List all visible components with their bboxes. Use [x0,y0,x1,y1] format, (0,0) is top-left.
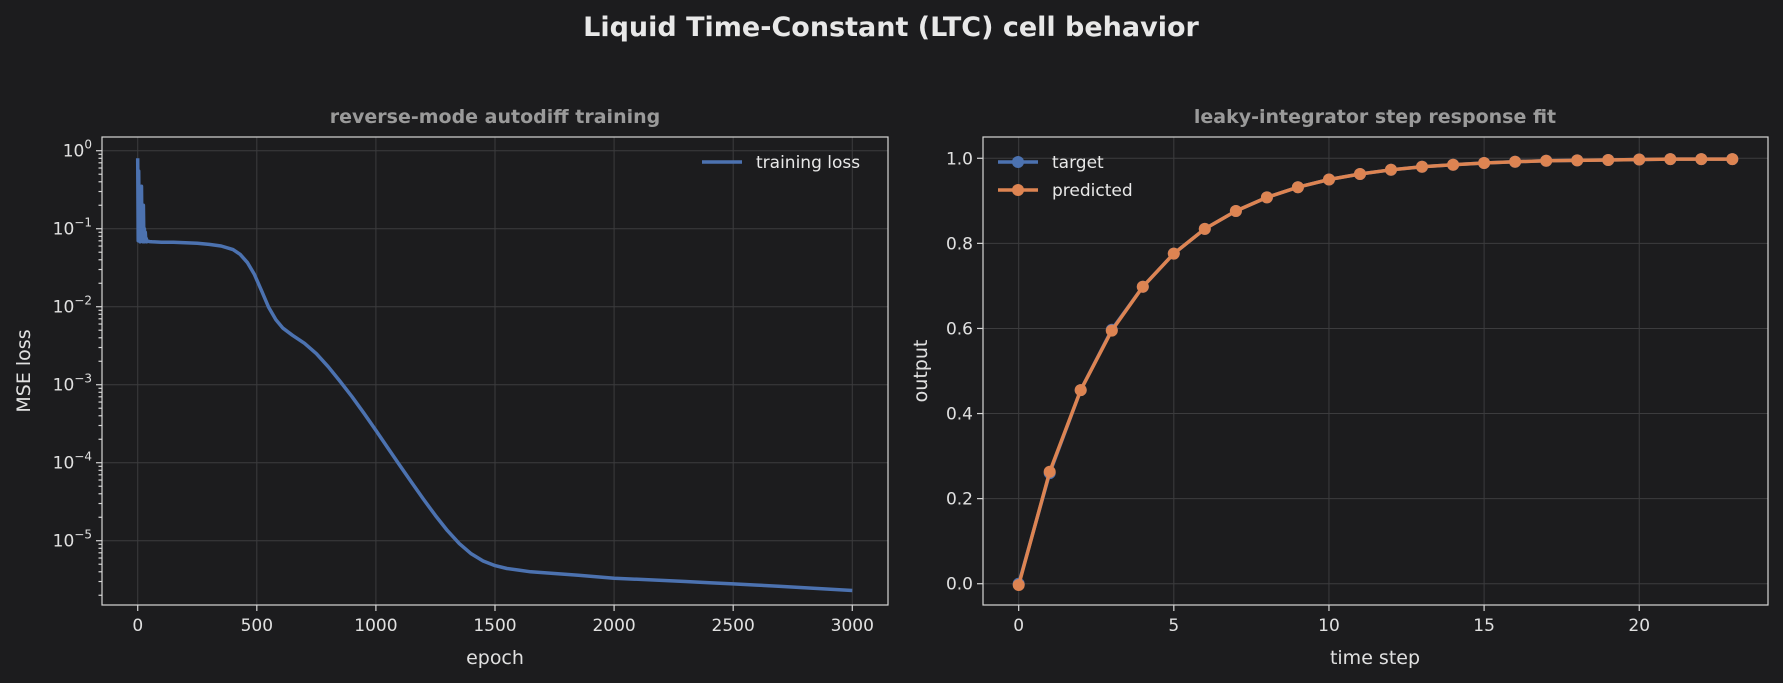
step-chart-xtick-label: 10 [1318,616,1340,636]
loss-chart-ytick-label: 10−2 [53,294,92,318]
loss-chart-xtick-label: 1500 [473,616,516,636]
legend-label-target: target [1052,153,1104,173]
data-point-predicted [1198,222,1211,235]
data-point-predicted [1229,205,1242,217]
step-chart-xtick-label: 5 [1168,616,1179,636]
loss-chart-xtick-label: 2500 [712,616,755,636]
loss-chart-xlabel: epoch [466,647,524,669]
step-response-chart-xlabel: time step [1330,647,1420,669]
step-chart-ytick-label: 0.6 [946,319,973,339]
loss-chart-legend: training loss [702,153,860,173]
step-chart-xtick-label: 15 [1473,616,1495,636]
step-response-chart-grid [983,137,1768,605]
data-point-predicted [1695,153,1708,166]
data-point-predicted [1509,155,1522,168]
loss-chart-ticks: 0 500 1000 1500 2000 2500 3000 10−5 10−4 10−3 10−2… [53,138,874,636]
step-response-chart-frame [982,136,1769,606]
data-point-predicted [1664,153,1677,166]
data-point-predicted [1354,168,1366,180]
loss-chart-ylabel: MSE loss [13,329,35,412]
step-chart-xtick-label: 20 [1628,616,1650,636]
step-response-chart-legend: target predicted [998,153,1133,201]
step-chart-ytick-label: 1.0 [946,149,973,169]
data-point-predicted [1105,324,1118,337]
loss-chart-series [135,158,853,593]
step-response-chart-ylabel: output [910,340,932,403]
data-point-predicted [1074,384,1087,397]
loss-chart-xtick-label: 500 [241,616,273,636]
data-point-predicted [1385,163,1397,176]
data-point-predicted [1136,280,1149,293]
step-response-chart-ticks: 0 5 10 15 20 0.0 0.2 0.4 0.6 0.8 1.0 [946,149,1650,636]
data-point-predicted [1260,191,1273,204]
loss-chart-ytick-label: 10−5 [53,528,92,552]
data-point-predicted [1602,154,1615,166]
step-response-chart-series [1012,153,1739,591]
legend-marker-predicted [1012,184,1024,196]
step-chart-xtick-label: 0 [1013,616,1024,636]
legend-label-training-loss: training loss [756,153,860,173]
step-chart-ytick-label: 0.2 [946,490,973,510]
data-point-predicted [1043,465,1056,478]
step-response-chart: leaky-integrator step response fit 0 5 10 1… [910,106,1769,669]
data-point-predicted [1571,154,1584,167]
step-response-chart-title: leaky-integrator step response fit [1194,106,1556,128]
legend-marker-target [1012,156,1024,168]
step-chart-ytick-label: 0.8 [946,234,973,254]
data-point-predicted [1416,160,1428,173]
data-point-predicted [1726,153,1739,166]
loss-chart-xtick-label: 1000 [354,616,397,636]
loss-chart-title: reverse-mode autodiff training [330,106,661,128]
data-point-predicted [1323,173,1335,186]
loss-chart-ytick-label: 10−3 [53,372,92,396]
loss-chart-xtick-label: 3000 [831,616,874,636]
data-point-predicted [1478,157,1491,169]
loss-chart: reverse-mode autodiff training 0 500 1000 1… [13,106,889,669]
loss-chart-xtick-label: 2000 [592,616,635,636]
data-point-predicted [1633,153,1646,166]
step-chart-ytick-label: 0.0 [946,575,973,595]
data-point-predicted [1447,158,1460,171]
data-point-predicted [1012,579,1025,591]
loss-chart-frame [101,136,889,606]
loss-chart-ytick-label: 100 [63,138,92,162]
loss-chart-ytick-label: 10−1 [53,216,92,240]
data-point-predicted [1291,181,1304,194]
loss-chart-grid [102,137,888,605]
data-point-predicted [1540,154,1553,167]
loss-chart-ytick-label: 10−4 [53,450,92,474]
data-point-predicted [1167,247,1180,260]
legend-label-predicted: predicted [1052,181,1133,201]
step-chart-ytick-label: 0.4 [946,405,973,425]
loss-chart-xtick-label: 0 [132,616,143,636]
loss-series-line [135,158,853,593]
figure-title: Liquid Time-Constant (LTC) cell behavior [583,12,1199,43]
